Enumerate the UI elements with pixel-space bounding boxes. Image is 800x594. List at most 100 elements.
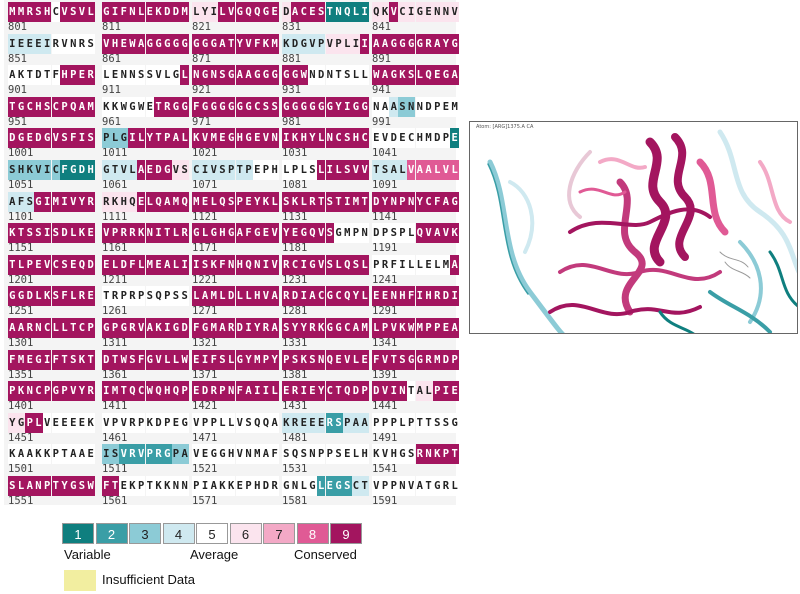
residue[interactable]: G (389, 33, 399, 54)
residue[interactable]: W (86, 476, 95, 496)
residue[interactable]: E (290, 223, 300, 244)
residue[interactable]: A (441, 191, 451, 212)
residue[interactable]: F (406, 286, 416, 307)
residue[interactable]: K (86, 412, 95, 433)
residue[interactable]: E (308, 381, 317, 402)
residue[interactable]: V (441, 223, 451, 244)
residue[interactable]: C (51, 160, 61, 180)
residue[interactable]: G (200, 33, 210, 54)
residue[interactable]: E (200, 444, 210, 465)
residue[interactable]: W (406, 318, 416, 338)
residue[interactable]: A (136, 33, 146, 54)
residue[interactable]: T (25, 65, 35, 86)
residue[interactable]: I (360, 2, 369, 22)
residue[interactable]: E (360, 349, 369, 370)
residue[interactable]: N (360, 223, 369, 244)
residue[interactable]: Y (441, 33, 451, 54)
residue[interactable]: L (110, 128, 120, 149)
residue[interactable]: R (282, 286, 291, 307)
residue[interactable]: D (60, 223, 69, 244)
residue[interactable]: H (226, 444, 236, 465)
residue[interactable]: V (360, 160, 369, 180)
residue[interactable]: M (145, 254, 155, 275)
residue[interactable]: M (450, 96, 459, 117)
residue[interactable]: W (372, 65, 381, 86)
residue[interactable]: P (244, 476, 253, 496)
residue[interactable]: C (51, 254, 61, 275)
residue[interactable]: H (299, 128, 309, 149)
residue[interactable]: P (261, 349, 271, 370)
residue[interactable]: N (334, 2, 343, 22)
residue[interactable]: G (308, 254, 317, 275)
residue[interactable]: I (192, 254, 201, 275)
residue[interactable]: G (334, 223, 343, 244)
residue[interactable]: Y (351, 286, 361, 307)
residue[interactable]: L (424, 381, 433, 402)
residue[interactable]: S (42, 96, 52, 117)
residue[interactable]: G (68, 160, 78, 180)
residue[interactable]: G (406, 33, 416, 54)
residue[interactable]: G (235, 96, 245, 117)
residue[interactable]: V (441, 160, 451, 180)
residue[interactable]: K (34, 444, 43, 465)
residue[interactable]: G (200, 318, 210, 338)
residue[interactable]: V (68, 191, 78, 212)
residue[interactable]: L (450, 160, 459, 180)
residue[interactable]: G (42, 128, 52, 149)
residue[interactable]: G (415, 349, 425, 370)
residue[interactable]: D (86, 254, 95, 275)
residue[interactable]: V (406, 160, 416, 180)
residue[interactable]: N (441, 2, 451, 22)
residue[interactable]: E (252, 128, 262, 149)
residue[interactable]: S (200, 254, 210, 275)
residue[interactable]: V (102, 412, 111, 433)
residue[interactable]: I (162, 318, 172, 338)
residue[interactable]: Y (200, 2, 210, 22)
residue[interactable]: G (200, 96, 210, 117)
residue[interactable]: E (119, 33, 129, 54)
residue[interactable]: G (261, 65, 271, 86)
residue[interactable]: K (290, 128, 300, 149)
residue[interactable]: G (450, 191, 459, 212)
residue[interactable]: D (200, 381, 210, 402)
residue[interactable]: K (102, 96, 111, 117)
residue[interactable]: C (334, 128, 343, 149)
residue[interactable]: V (60, 33, 69, 54)
residue[interactable]: K (282, 412, 291, 433)
residue[interactable]: S (406, 444, 416, 465)
residue[interactable]: R (128, 318, 137, 338)
residue[interactable]: G (282, 96, 291, 117)
residue[interactable]: A (235, 65, 245, 86)
residue[interactable]: G (290, 96, 300, 117)
residue[interactable]: I (42, 191, 52, 212)
residue[interactable]: Y (252, 191, 262, 212)
residue[interactable]: T (360, 476, 369, 496)
residue[interactable]: S (8, 476, 17, 496)
residue[interactable]: Y (235, 33, 245, 54)
residue[interactable]: I (450, 286, 459, 307)
residue[interactable]: P (110, 318, 120, 338)
residue[interactable]: A (244, 65, 253, 86)
residue[interactable]: V (68, 381, 78, 402)
residue[interactable]: H (60, 65, 69, 86)
residue[interactable]: Q (252, 412, 262, 433)
residue[interactable]: V (154, 349, 163, 370)
residue[interactable]: D (119, 254, 129, 275)
residue[interactable]: P (180, 381, 189, 402)
residue[interactable]: I (261, 381, 271, 402)
residue[interactable]: S (51, 223, 61, 244)
structure-viewer[interactable]: Atom: [ARG]1375.A CA (469, 121, 798, 334)
residue[interactable]: D (261, 476, 271, 496)
residue[interactable]: L (406, 223, 416, 244)
residue[interactable]: L (351, 65, 361, 86)
residue[interactable]: G (209, 223, 219, 244)
residue[interactable]: Q (128, 191, 137, 212)
residue[interactable]: E (154, 254, 163, 275)
residue[interactable]: L (316, 476, 326, 496)
residue[interactable]: G (270, 65, 279, 86)
residue[interactable]: C (25, 96, 35, 117)
residue[interactable]: G (102, 318, 111, 338)
residue[interactable]: V (380, 349, 390, 370)
residue[interactable]: T (102, 286, 111, 307)
residue[interactable]: D (235, 318, 245, 338)
